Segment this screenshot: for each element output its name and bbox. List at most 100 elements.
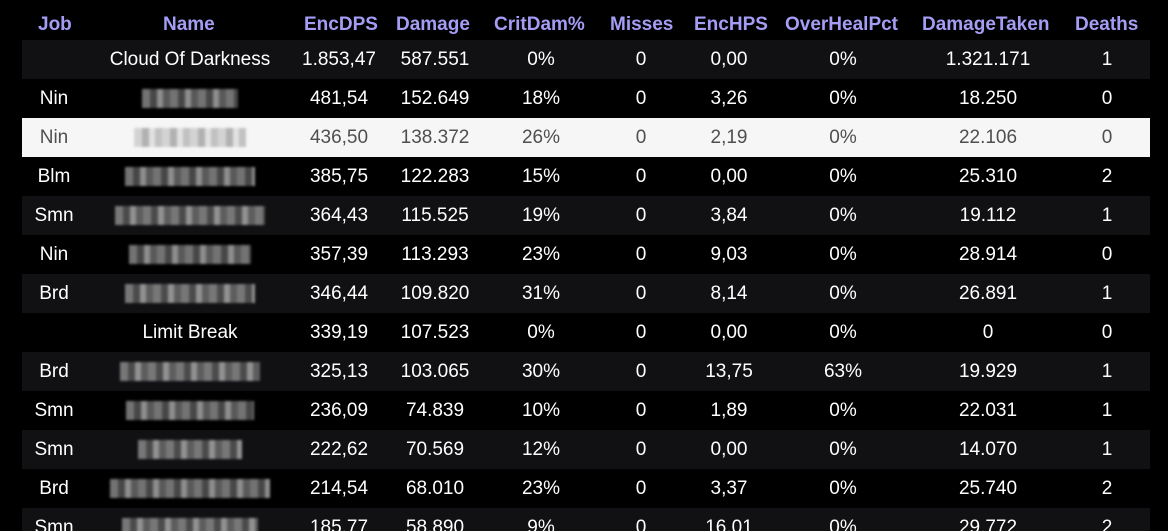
cell-deaths: 1 xyxy=(1101,283,1113,304)
cell-critdam: 15% xyxy=(521,166,561,187)
table-row[interactable]: Blm 385,75 122.283 15% 0 0,00 0% 25.310 2 xyxy=(22,157,1150,196)
cell-damagetaken: 28.914 xyxy=(958,244,1018,265)
cell-damagetaken: 29.772 xyxy=(958,517,1018,531)
redacted-name xyxy=(120,362,260,381)
table-row[interactable]: Cloud Of Darkness 1.853,47 587.551 0% 0 0,00 0… xyxy=(22,40,1150,79)
cell-damage: 70.569 xyxy=(405,439,465,460)
header-critdam[interactable]: CritDam% xyxy=(494,14,585,35)
cell-misses: 0 xyxy=(635,322,647,343)
table-row[interactable]: Smn 364,43 115.525 19% 0 3,84 0% 19.112 1 xyxy=(22,196,1150,235)
cell-overheal: 0% xyxy=(829,517,857,531)
header-enchps[interactable]: EncHPS xyxy=(694,14,768,35)
header-damagetaken[interactable]: DamageTaken xyxy=(922,14,1050,35)
redacted-name xyxy=(129,245,251,264)
cell-damage: 113.293 xyxy=(401,244,469,265)
cell-encdps: 1.853,47 xyxy=(302,49,376,70)
cell-job: Smn xyxy=(34,517,74,531)
cell-deaths: 0 xyxy=(1101,322,1113,343)
cell-damage: 152.649 xyxy=(400,88,470,109)
header-encdps[interactable]: EncDPS xyxy=(304,14,378,35)
cell-deaths: 1 xyxy=(1101,439,1113,460)
cell-encdps: 236,09 xyxy=(309,400,369,421)
cell-misses: 0 xyxy=(635,283,647,304)
header-deaths[interactable]: Deaths xyxy=(1075,14,1139,35)
cell-encdps: 436,50 xyxy=(309,127,369,148)
cell-job: Brd xyxy=(39,361,69,382)
cell-misses: 0 xyxy=(635,361,647,382)
cell-deaths: 0 xyxy=(1101,88,1113,109)
table-row[interactable]: Nin 436,50 138.372 26% 0 2,19 0% 22.106 0 xyxy=(22,118,1150,157)
cell-overheal: 0% xyxy=(829,400,857,421)
cell-enchps: 1,89 xyxy=(710,400,748,421)
cell-encdps: 357,39 xyxy=(309,244,369,265)
cell-critdam: 0% xyxy=(527,322,555,343)
cell-misses: 0 xyxy=(635,517,647,531)
table-row[interactable]: Brd 346,44 109.820 31% 0 8,14 0% 26.891 1 xyxy=(22,274,1150,313)
header-overhealpct[interactable]: OverHealPct xyxy=(785,14,899,35)
cell-critdam: 10% xyxy=(521,400,561,421)
cell-damage: 138.372 xyxy=(400,127,470,148)
cell-deaths: 1 xyxy=(1101,205,1113,226)
table-row[interactable]: Brd 325,13 103.065 30% 0 13,75 63% 19.929 1 xyxy=(22,352,1150,391)
cell-overheal: 0% xyxy=(829,322,857,343)
cell-misses: 0 xyxy=(635,244,647,265)
cell-damage: 109.820 xyxy=(400,283,470,304)
cell-damage: 103.065 xyxy=(400,361,470,382)
cell-critdam: 12% xyxy=(521,439,561,460)
cell-encdps: 364,43 xyxy=(309,205,369,226)
cell-deaths: 1 xyxy=(1101,361,1113,382)
redacted-name xyxy=(122,518,258,531)
cell-job: Brd xyxy=(39,283,69,304)
table-header: Job Name EncDPS Damage CritDam% Misses E… xyxy=(0,0,1168,40)
cell-job: Smn xyxy=(34,439,74,460)
cell-enchps: 0,00 xyxy=(710,49,748,70)
cell-enchps: 3,37 xyxy=(710,478,748,499)
cell-job: Smn xyxy=(34,400,74,421)
table-row[interactable]: Nin 481,54 152.649 18% 0 3,26 0% 18.250 0 xyxy=(22,79,1150,118)
cell-damage: 122.283 xyxy=(400,166,470,187)
cell-encdps: 325,13 xyxy=(309,361,369,382)
cell-misses: 0 xyxy=(635,439,647,460)
cell-enchps: 2,19 xyxy=(710,127,748,148)
cell-damage: 58.890 xyxy=(405,517,465,531)
cell-enchps: 0,00 xyxy=(710,166,748,187)
table-row[interactable]: Smn 236,09 74.839 10% 0 1,89 0% 22.031 1 xyxy=(22,391,1150,430)
cell-critdam: 18% xyxy=(521,88,561,109)
cell-misses: 0 xyxy=(635,127,647,148)
cell-damagetaken: 19.112 xyxy=(959,205,1017,226)
cell-enchps: 0,00 xyxy=(710,322,748,343)
cell-overheal: 0% xyxy=(829,127,857,148)
cell-enchps: 13,75 xyxy=(705,361,753,382)
table-row[interactable]: Nin 357,39 113.293 23% 0 9,03 0% 28.914 0 xyxy=(22,235,1150,274)
cell-damagetaken: 22.106 xyxy=(958,127,1018,148)
cell-damage: 68.010 xyxy=(405,478,465,499)
table-row[interactable]: Brd 214,54 68.010 23% 0 3,37 0% 25.740 2 xyxy=(22,469,1150,508)
header-job[interactable]: Job xyxy=(38,14,72,35)
cell-damagetaken: 14.070 xyxy=(958,439,1018,460)
table-row[interactable]: Smn 222,62 70.569 12% 0 0,00 0% 14.070 1 xyxy=(22,430,1150,469)
cell-enchps: 16,01 xyxy=(705,517,753,531)
redacted-name xyxy=(134,128,246,147)
cell-encdps: 385,75 xyxy=(309,166,369,187)
table-body: Cloud Of Darkness 1.853,47 587.551 0% 0 0,00 0… xyxy=(22,40,1150,531)
cell-encdps: 222,62 xyxy=(309,439,369,460)
cell-damagetaken: 26.891 xyxy=(958,283,1018,304)
header-damage[interactable]: Damage xyxy=(396,14,470,35)
cell-damagetaken: 18.250 xyxy=(958,88,1018,109)
cell-critdam: 9% xyxy=(527,517,555,531)
cell-critdam: 19% xyxy=(521,205,561,226)
cell-deaths: 0 xyxy=(1101,127,1113,148)
cell-name: Limit Break xyxy=(142,322,238,343)
header-misses[interactable]: Misses xyxy=(610,14,674,35)
cell-misses: 0 xyxy=(635,400,647,421)
redacted-name xyxy=(125,167,255,186)
redacted-name xyxy=(125,284,255,303)
cell-damage: 115.525 xyxy=(401,205,469,226)
cell-critdam: 30% xyxy=(521,361,561,382)
table-row[interactable]: Smn 185,77 58.890 9% 0 16,01 0% 29.772 2 xyxy=(22,508,1150,531)
cell-overheal: 0% xyxy=(829,478,857,499)
table-row[interactable]: Limit Break 339,19 107.523 0% 0 0,00 0% 0 0 xyxy=(22,313,1150,352)
cell-misses: 0 xyxy=(635,49,647,70)
header-name[interactable]: Name xyxy=(163,14,215,35)
